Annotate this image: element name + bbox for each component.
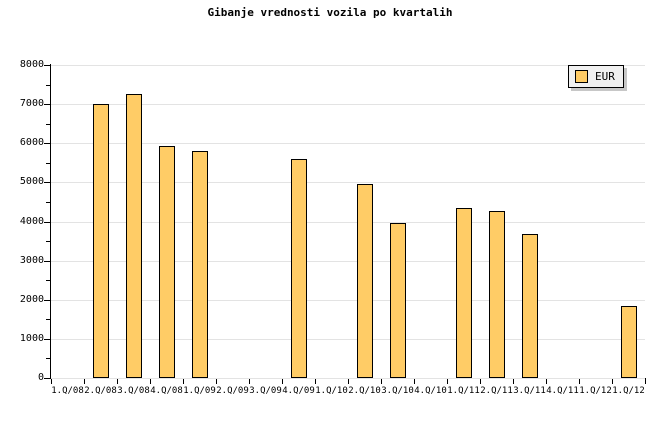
gridline — [51, 261, 645, 262]
y-axis-tick-major — [44, 222, 51, 223]
x-axis-tick-label: 1.Q/12 — [579, 386, 612, 396]
y-axis-tick-major — [44, 143, 51, 144]
legend-swatch-eur-icon — [575, 70, 588, 83]
x-axis-tick — [348, 379, 349, 384]
chart-title: Gibanje vrednosti vozila po kvartalih — [207, 6, 453, 19]
bar[interactable] — [522, 234, 538, 378]
y-axis-tick-label: 5000 — [19, 176, 44, 187]
gridline — [51, 300, 645, 301]
y-axis-tick-minor — [46, 319, 51, 320]
chart-legend[interactable]: EUR — [568, 65, 624, 88]
y-axis-labels: 0 1000 2000 3000 4000 5000 6000 7000 8000 — [0, 0, 44, 440]
x-axis-tick — [183, 379, 184, 384]
y-axis-tick-label: 7000 — [19, 98, 44, 109]
x-axis-tick — [282, 379, 283, 384]
x-axis-tick-label: 3.Q/11 — [513, 386, 546, 396]
gridline — [51, 65, 645, 66]
y-axis-tick-minor — [46, 124, 51, 125]
x-axis-tick-label: 2.Q/08 — [84, 386, 117, 396]
bar[interactable] — [291, 159, 307, 378]
x-axis-tick-label: 1.Q/10 — [315, 386, 348, 396]
y-axis-tick-minor — [46, 202, 51, 203]
x-axis-tick — [546, 379, 547, 384]
x-axis-tick — [51, 379, 52, 384]
x-axis-tick — [480, 379, 481, 384]
x-axis-tick-label: 3.Q/08 — [117, 386, 150, 396]
gridline — [51, 222, 645, 223]
x-axis-tick-label: 4.Q/11 — [546, 386, 579, 396]
x-axis-tick — [84, 379, 85, 384]
x-axis-tick-label: 1.Q/11 — [447, 386, 480, 396]
y-axis-tick-major — [44, 261, 51, 262]
x-axis-tick — [447, 379, 448, 384]
gridline — [51, 182, 645, 183]
legend-label-eur: EUR — [595, 69, 615, 83]
bar[interactable] — [93, 104, 109, 378]
x-axis-tick — [612, 379, 613, 384]
y-axis-tick-label: 2000 — [19, 294, 44, 305]
x-axis-tick-label: 1.Q/09 — [183, 386, 216, 396]
bar[interactable] — [126, 94, 142, 378]
x-axis-tick — [414, 379, 415, 384]
x-axis-tick-label: 1.Q/12 — [612, 386, 645, 396]
x-axis-tick — [513, 379, 514, 384]
y-axis-tick-major — [44, 378, 51, 379]
y-axis-tick-minor — [46, 241, 51, 242]
x-axis-tick-label: 2.Q/10 — [348, 386, 381, 396]
gridline — [51, 339, 645, 340]
y-axis-tick-label: 8000 — [19, 59, 44, 70]
y-axis-tick-minor — [46, 358, 51, 359]
x-axis-tick-label: 3.Q/10 — [381, 386, 414, 396]
y-axis-tick-label: 6000 — [19, 137, 44, 148]
y-axis-tick-label: 3000 — [19, 255, 44, 266]
x-axis-tick-label: 4.Q/08 — [150, 386, 183, 396]
bar[interactable] — [456, 208, 472, 378]
bar[interactable] — [159, 146, 175, 378]
x-axis-tick — [315, 379, 316, 384]
gridline — [51, 378, 645, 379]
y-axis-tick-major — [44, 339, 51, 340]
y-axis-tick-minor — [46, 280, 51, 281]
y-axis-tick-major — [44, 65, 51, 66]
bar[interactable] — [192, 151, 208, 378]
plot-area — [51, 65, 645, 379]
gridline — [51, 143, 645, 144]
bar[interactable] — [489, 211, 505, 378]
y-axis-tick-major — [44, 104, 51, 105]
y-axis-tick-minor — [46, 85, 51, 86]
y-axis-tick-label: 4000 — [19, 216, 44, 227]
y-axis-tick-major — [44, 182, 51, 183]
x-axis-tick-label: 2.Q/09 — [216, 386, 249, 396]
x-axis-tick-label: 1.Q/08 — [51, 386, 84, 396]
y-axis-tick-label: 0 — [37, 372, 44, 383]
x-axis-tick — [117, 379, 118, 384]
bar[interactable] — [390, 223, 406, 378]
bar[interactable] — [357, 184, 373, 378]
x-axis-tick-label: 2.Q/11 — [480, 386, 513, 396]
x-axis-tick — [579, 379, 580, 384]
x-axis-tick — [249, 379, 250, 384]
y-axis-tick-label: 1000 — [19, 333, 44, 344]
x-axis-tick — [645, 379, 646, 384]
y-axis-tick-minor — [46, 163, 51, 164]
y-axis-line — [50, 64, 51, 379]
x-axis-tick-label: 3.Q/09 — [249, 386, 282, 396]
x-axis-tick — [216, 379, 217, 384]
x-axis-tick — [381, 379, 382, 384]
x-axis-tick-label: 4.Q/10 — [414, 386, 447, 396]
y-axis-tick-major — [44, 300, 51, 301]
gridline — [51, 104, 645, 105]
bar[interactable] — [621, 306, 637, 378]
x-axis-tick — [150, 379, 151, 384]
x-axis-tick-label: 4.Q/09 — [282, 386, 315, 396]
